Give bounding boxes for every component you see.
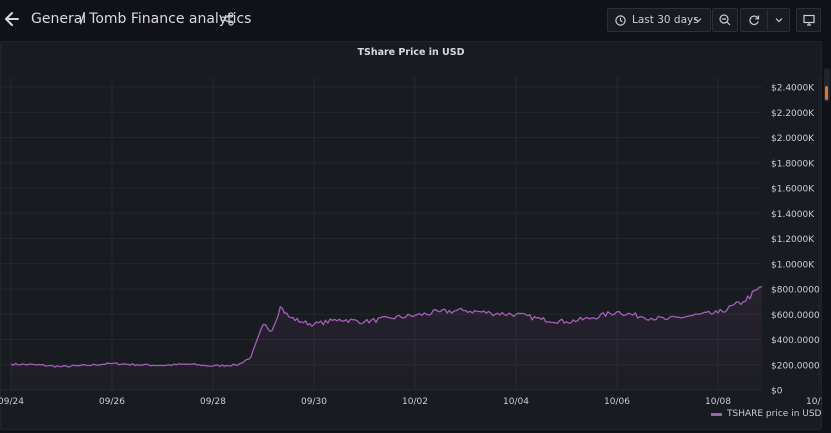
y-tick-label: $0 xyxy=(771,387,783,397)
y-tick-label: $2.2000K xyxy=(771,109,815,119)
legend-swatch xyxy=(711,412,722,416)
refresh-interval-dropdown[interactable] xyxy=(767,8,790,32)
y-tick-label: $1.4000K xyxy=(771,210,815,220)
x-tick-label: 10/04 xyxy=(503,397,529,407)
x-tick-label: 09/30 xyxy=(301,397,327,407)
time-range-picker[interactable]: Last 30 days xyxy=(607,8,711,32)
tv-mode-button[interactable] xyxy=(796,8,821,32)
chart-legend[interactable]: TSHARE price in USD xyxy=(711,409,822,419)
y-tick-label: $2.4000K xyxy=(771,84,815,94)
price-area-fill xyxy=(11,286,762,390)
x-tick-label: 10/10 xyxy=(806,397,822,407)
chevron-down-icon xyxy=(775,18,782,23)
panel-title[interactable]: TShare Price in USD xyxy=(357,47,465,58)
time-range-label: Last 30 days xyxy=(632,14,699,26)
chevron-down-icon xyxy=(694,18,702,23)
x-tick-label: 09/24 xyxy=(0,397,24,407)
y-axis: $0 $200.0000 $400.0000 $600.0000 $800.0000 $1… xyxy=(771,84,820,397)
zoom-out-button[interactable] xyxy=(712,8,738,32)
breadcrumb-dashboard[interactable]: / Tomb Finance analytics xyxy=(80,11,252,27)
x-tick-label: 09/26 xyxy=(99,397,125,407)
tv-icon xyxy=(802,14,815,26)
y-tick-label: $1.2000K xyxy=(771,235,815,245)
y-tick-label: $1.0000K xyxy=(771,260,815,270)
x-tick-label: 09/28 xyxy=(200,397,226,407)
y-tick-label: $2.0000K xyxy=(771,134,815,144)
refresh-icon xyxy=(749,15,760,26)
scrollbar-track[interactable] xyxy=(824,68,830,102)
chart-grid xyxy=(0,77,820,391)
dashboard-header: General / Tomb Finance analytics Last 30… xyxy=(0,0,831,40)
y-tick-label: $600.0000 xyxy=(771,311,820,321)
x-tick-label: 10/02 xyxy=(402,397,428,407)
breadcrumb-folder[interactable]: General xyxy=(31,11,87,27)
price-series-line[interactable] xyxy=(10,102,822,368)
x-axis: 09/24 09/26 09/28 09/30 10/02 10/04 10/06 10/08… xyxy=(0,397,822,407)
scrollbar-thumb[interactable] xyxy=(825,86,828,100)
y-tick-label: $800.0000 xyxy=(771,286,820,296)
x-tick-label: 10/06 xyxy=(604,397,630,407)
x-tick-label: 10/08 xyxy=(705,397,731,407)
y-tick-label: $1.6000K xyxy=(771,185,815,195)
y-tick-label: $400.0000 xyxy=(771,336,820,346)
share-icon[interactable] xyxy=(220,12,234,26)
y-tick-label: $1.8000K xyxy=(771,159,815,169)
zoom-out-icon xyxy=(719,14,731,26)
clock-icon xyxy=(615,14,626,26)
back-arrow-icon[interactable] xyxy=(4,10,20,28)
legend-label: TSHARE price in USD xyxy=(727,409,822,419)
y-tick-label: $200.0000 xyxy=(771,361,820,371)
